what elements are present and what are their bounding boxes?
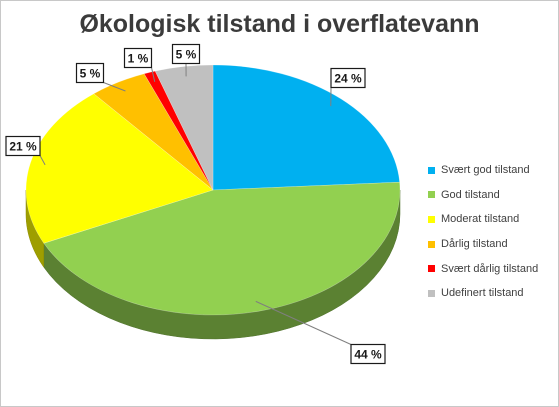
legend-swatch [428, 265, 435, 273]
legend-item: Svært dårlig tilstand [428, 256, 548, 281]
chart-title: Økologisk tilstand i overflatevann [79, 10, 480, 38]
leader-line [39, 155, 46, 166]
data-label-box [75, 62, 105, 84]
legend-item: Moderat tilstand [428, 207, 548, 232]
data-label-box [350, 343, 386, 365]
legend-swatch [428, 289, 435, 297]
data-label: 24 % [334, 71, 362, 85]
data-label-box [5, 135, 41, 157]
legend-item: God tilstand [428, 183, 548, 208]
legend-swatch [428, 240, 435, 248]
data-label: 5 % [80, 66, 101, 80]
legend-swatch [428, 215, 435, 223]
data-label: 44 % [354, 347, 382, 361]
data-label: 21 % [9, 139, 37, 153]
legend-item: Svært god tilstand [428, 158, 548, 183]
legend-item: Udefinert tilstand [428, 281, 548, 306]
leader-line [255, 300, 352, 345]
data-label-box [171, 43, 201, 65]
legend: Svært god tilstand God tilstand Moderat ti… [428, 158, 548, 306]
pie-slice-darlig-tilstand [93, 73, 214, 191]
data-labels: 24 % 44 % 21 % 5 % 1 % 5 % [5, 43, 386, 365]
data-label: 1 % [128, 51, 149, 65]
legend-label: Svært dårlig tilstand [441, 262, 539, 275]
legend-swatch [428, 166, 435, 174]
pie-top-slices [25, 64, 401, 316]
data-label-box [123, 47, 153, 69]
leader-line [103, 82, 126, 92]
legend-label: Moderat tilstand [441, 213, 520, 226]
legend-label: Udefinert tilstand [441, 287, 524, 300]
legend-label: Svært god tilstand [441, 164, 530, 177]
legend-swatch [428, 191, 435, 199]
data-label-box [330, 67, 366, 89]
legend-label: God tilstand [441, 188, 500, 201]
pie-slice-svaert-darlig-tilstand [143, 70, 214, 191]
pie-slice-svaert-god-tilstand [212, 64, 400, 191]
pie-slice-god-tilstand [43, 181, 401, 316]
leader-line [151, 67, 156, 82]
label-leader-lines [39, 63, 352, 345]
pie-side-moderat-tilstand [25, 189, 45, 269]
legend-label: Dårlig tilstand [441, 238, 508, 251]
legend-item: Dårlig tilstand [428, 232, 548, 257]
pie-slice-udefinert-tilstand [154, 64, 214, 191]
pie-slice-moderat-tilstand [25, 93, 214, 244]
data-label: 5 % [176, 47, 197, 61]
